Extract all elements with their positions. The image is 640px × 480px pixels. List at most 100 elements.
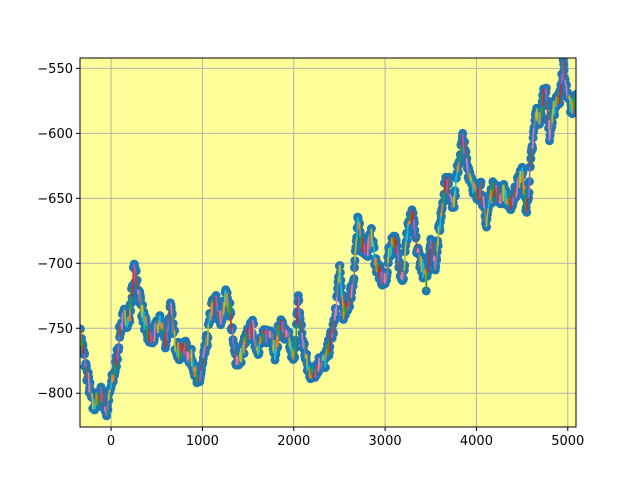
series-segment <box>443 177 448 194</box>
series-segment <box>350 284 354 299</box>
series-segment <box>224 289 228 308</box>
series-segment <box>531 127 535 149</box>
series-segment <box>253 338 258 351</box>
y-tick-label: −650 <box>37 192 73 207</box>
series-segment <box>125 316 130 328</box>
series-segment <box>352 260 356 287</box>
series-segment <box>432 255 437 270</box>
series-segment <box>438 212 442 231</box>
series-segment <box>357 220 362 238</box>
series-segment <box>514 177 519 198</box>
series-segment <box>306 363 311 371</box>
series-segment <box>138 292 142 305</box>
series-segment <box>275 325 279 350</box>
y-tick-label: −750 <box>37 322 73 337</box>
series-segment <box>299 318 303 334</box>
series-segment <box>229 313 233 333</box>
series-segment <box>535 108 539 122</box>
series-segment <box>111 373 115 383</box>
series-segment <box>209 299 214 321</box>
series-segment <box>160 322 164 330</box>
series-segment <box>80 338 84 350</box>
series-segment <box>566 92 569 99</box>
series-segment <box>334 296 338 321</box>
series-segment <box>564 79 568 98</box>
series-segment <box>525 197 530 213</box>
series-segment <box>471 180 475 194</box>
series-segment <box>231 327 236 351</box>
series-segment <box>105 394 110 416</box>
series-segment <box>416 247 420 253</box>
series-segment <box>427 248 431 273</box>
series-segment <box>107 389 111 401</box>
series-segment <box>458 144 462 164</box>
series-segment <box>217 310 221 321</box>
series-segment <box>560 59 564 85</box>
series-segment <box>100 387 104 403</box>
series-segment <box>454 165 459 197</box>
series-segment <box>405 223 409 242</box>
series-segment <box>113 361 117 376</box>
x-tick-label: 2000 <box>277 434 310 449</box>
series-segment <box>96 392 100 407</box>
series-segment <box>328 328 332 353</box>
series-segment <box>228 303 232 317</box>
series-segment <box>202 345 206 358</box>
data-series <box>80 58 576 421</box>
x-tick-label: 4000 <box>460 434 493 449</box>
series-segment <box>429 239 433 249</box>
series-segment <box>551 101 555 123</box>
series-segment <box>180 342 184 353</box>
x-tick-label: 3000 <box>369 434 402 449</box>
series-segment <box>286 331 290 338</box>
series-segment <box>332 318 336 334</box>
series-segment <box>271 340 276 354</box>
series-segment <box>187 353 192 363</box>
series-segment <box>403 241 407 271</box>
series-segment <box>449 193 453 203</box>
plot-frame <box>79 57 577 428</box>
series-segment <box>186 351 190 363</box>
x-tick-label: 1000 <box>186 434 219 449</box>
series-segment <box>156 319 161 333</box>
series-segment <box>442 183 446 204</box>
series-segment <box>434 251 438 271</box>
series-segment <box>250 320 254 339</box>
series-segment <box>356 216 360 238</box>
series-segment <box>456 161 460 173</box>
series-segment <box>167 302 172 324</box>
series-segment <box>469 173 473 185</box>
series-segment <box>485 208 490 228</box>
series-segment <box>277 323 281 337</box>
series-segment <box>480 182 484 206</box>
series-segment <box>323 353 327 368</box>
series-segment <box>131 266 135 298</box>
series-segment <box>498 194 502 204</box>
series-segment <box>215 295 219 313</box>
series-segment <box>284 329 289 338</box>
series-segment <box>144 315 148 327</box>
series-segment <box>385 257 389 281</box>
series-segment <box>496 185 501 202</box>
series-segment <box>549 114 554 130</box>
series-segment <box>388 244 393 258</box>
series-segment <box>326 339 331 356</box>
series-segment <box>476 188 480 201</box>
x-tick-label: 5000 <box>551 434 584 449</box>
series-segment <box>379 271 384 286</box>
series-segment <box>244 332 248 343</box>
series-segment <box>198 369 203 382</box>
series-segment <box>555 96 559 108</box>
series-segment <box>211 299 216 305</box>
series-segment <box>184 340 188 357</box>
series-segment <box>206 323 210 346</box>
series-segment <box>345 300 349 311</box>
series-segment <box>140 304 144 323</box>
series-segment <box>175 347 179 357</box>
series-segment <box>573 96 576 110</box>
series-segment <box>518 170 522 189</box>
series-segment <box>472 181 477 192</box>
series-segment <box>173 329 177 352</box>
series-segment <box>200 357 205 370</box>
series-segment <box>341 294 345 320</box>
